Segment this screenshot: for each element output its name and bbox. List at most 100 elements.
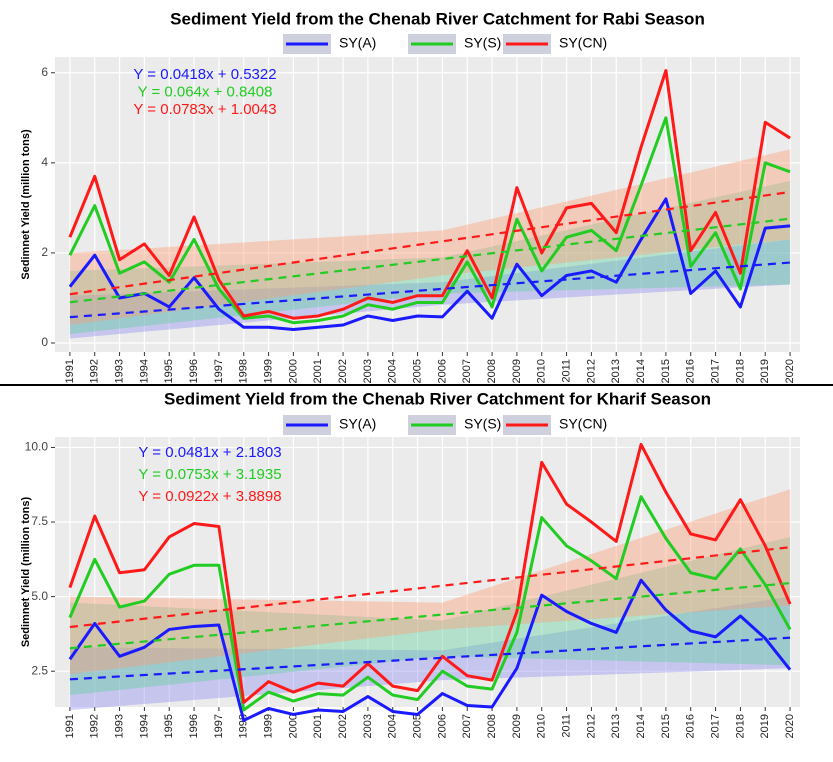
x-tick-label: 1999 <box>262 359 274 383</box>
legend-label: SY(CN) <box>559 35 607 51</box>
confidence-band <box>69 536 791 696</box>
x-tick-label: 2010 <box>536 714 548 738</box>
x-tick-label: 1996 <box>188 714 200 738</box>
x-tick-label: 2000 <box>287 359 299 383</box>
x-tick-label: 2003 <box>362 359 374 383</box>
y-tick-label: 2 <box>41 245 48 259</box>
x-tick-label: 2013 <box>610 359 622 383</box>
x-tick-label: 1992 <box>89 359 101 383</box>
trend-line <box>69 217 791 304</box>
series-line <box>68 69 791 320</box>
x-tick-label: 2002 <box>337 359 349 383</box>
panel: Sediment Yield from the Chenab River Cat… <box>20 389 800 738</box>
confidence-band <box>69 489 791 675</box>
legend-label: SY(S) <box>464 35 501 51</box>
x-tick-label: 2011 <box>560 359 572 383</box>
x-tick-label: 2009 <box>511 714 523 738</box>
x-tick-label: 1995 <box>163 359 175 383</box>
x-tick-label: 1996 <box>188 359 200 383</box>
series-line <box>68 197 791 331</box>
series-line <box>68 495 792 712</box>
x-tick-label: 1995 <box>163 714 175 738</box>
x-tick-label: 2019 <box>759 714 771 738</box>
trend-equation: Y = 0.064x + 0.8408 <box>138 83 273 100</box>
x-tick-label: 1991 <box>64 714 76 738</box>
legend-label: SY(CN) <box>559 416 607 432</box>
x-tick-label: 1994 <box>138 714 150 738</box>
x-tick-label: 1992 <box>89 714 101 738</box>
x-tick-label: 2016 <box>685 359 697 383</box>
trend-equation: Y = 0.0783x + 1.0043 <box>133 101 276 118</box>
y-tick-label: 10.0 <box>25 440 49 454</box>
x-tick-label: 1998 <box>238 359 250 383</box>
x-tick-label: 2015 <box>660 714 672 738</box>
x-tick-label: 2004 <box>387 359 399 383</box>
x-tick-label: 2000 <box>287 714 299 738</box>
x-tick-label: 2004 <box>387 714 399 738</box>
x-tick-label: 2013 <box>610 714 622 738</box>
x-tick-label: 2020 <box>784 714 796 738</box>
x-tick-label: 2015 <box>660 359 672 383</box>
y-tick-label: 5.0 <box>31 589 48 603</box>
trend-equation: Y = 0.0753x + 3.1935 <box>138 466 281 483</box>
x-tick-label: 1999 <box>262 714 274 738</box>
x-tick-label: 2001 <box>312 714 324 738</box>
x-tick-label: 2017 <box>709 359 721 383</box>
legend-label: SY(A) <box>339 416 376 432</box>
x-tick-label: 2017 <box>709 714 721 738</box>
x-tick-label: 2005 <box>411 714 423 738</box>
y-tick-label: 7.5 <box>31 514 48 528</box>
trend-line <box>69 582 791 650</box>
y-tick-label: 4 <box>41 155 48 169</box>
legend-label: SY(S) <box>464 416 501 432</box>
x-tick-label: 2018 <box>734 359 746 383</box>
y-axis-label: Sedimnet Yield (million tons) <box>20 129 32 280</box>
x-tick-label: 2016 <box>685 714 697 738</box>
y-tick-label: 2.5 <box>31 663 48 677</box>
trend-equation: Y = 0.0481x + 2.1803 <box>138 444 281 461</box>
x-tick-label: 2007 <box>461 714 473 738</box>
x-tick-label: 2006 <box>436 359 448 383</box>
x-tick-label: 1997 <box>213 359 225 383</box>
x-tick-label: 2011 <box>560 714 572 738</box>
x-tick-label: 2020 <box>784 359 796 383</box>
confidence-band <box>69 596 791 710</box>
series-line <box>68 578 792 722</box>
confidence-band <box>69 180 791 334</box>
trend-line <box>69 546 791 629</box>
x-tick-label: 2008 <box>486 714 498 738</box>
x-tick-label: 2003 <box>362 714 374 738</box>
trend-line <box>69 190 791 296</box>
x-tick-label: 2012 <box>585 714 597 738</box>
x-tick-label: 1991 <box>64 359 76 383</box>
trend-equation: Y = 0.0418x + 0.5322 <box>133 66 276 83</box>
x-tick-label: 1994 <box>138 359 150 383</box>
x-tick-label: 1993 <box>113 714 125 738</box>
series-line <box>68 116 791 325</box>
x-tick-label: 2018 <box>734 714 746 738</box>
x-tick-label: 2019 <box>759 359 771 383</box>
x-tick-label: 1997 <box>213 714 225 738</box>
legend-label: SY(A) <box>339 35 376 51</box>
chart-title: Sediment Yield from the Chenab River Cat… <box>164 389 711 408</box>
chart-title: Sediment Yield from the Chenab River Cat… <box>170 9 705 28</box>
confidence-band <box>69 149 791 325</box>
x-tick-label: 2006 <box>436 714 448 738</box>
x-tick-label: 2012 <box>585 359 597 383</box>
x-tick-label: 2009 <box>511 359 523 383</box>
x-tick-label: 2014 <box>635 714 647 738</box>
x-tick-label: 2010 <box>536 359 548 383</box>
y-axis-label: Sedimnet Yield (million tons) <box>20 496 32 647</box>
y-tick-label: 0 <box>41 335 48 349</box>
x-tick-label: 2014 <box>635 359 647 383</box>
trend-equation: Y = 0.0922x + 3.8898 <box>138 488 281 505</box>
series-line <box>68 442 792 705</box>
x-tick-label: 1993 <box>113 359 125 383</box>
y-tick-label: 6 <box>41 65 48 79</box>
x-tick-label: 2005 <box>411 359 423 383</box>
x-tick-label: 2002 <box>337 714 349 738</box>
x-tick-label: 2001 <box>312 359 324 383</box>
x-tick-label: 2008 <box>486 359 498 383</box>
x-tick-label: 2007 <box>461 359 473 383</box>
